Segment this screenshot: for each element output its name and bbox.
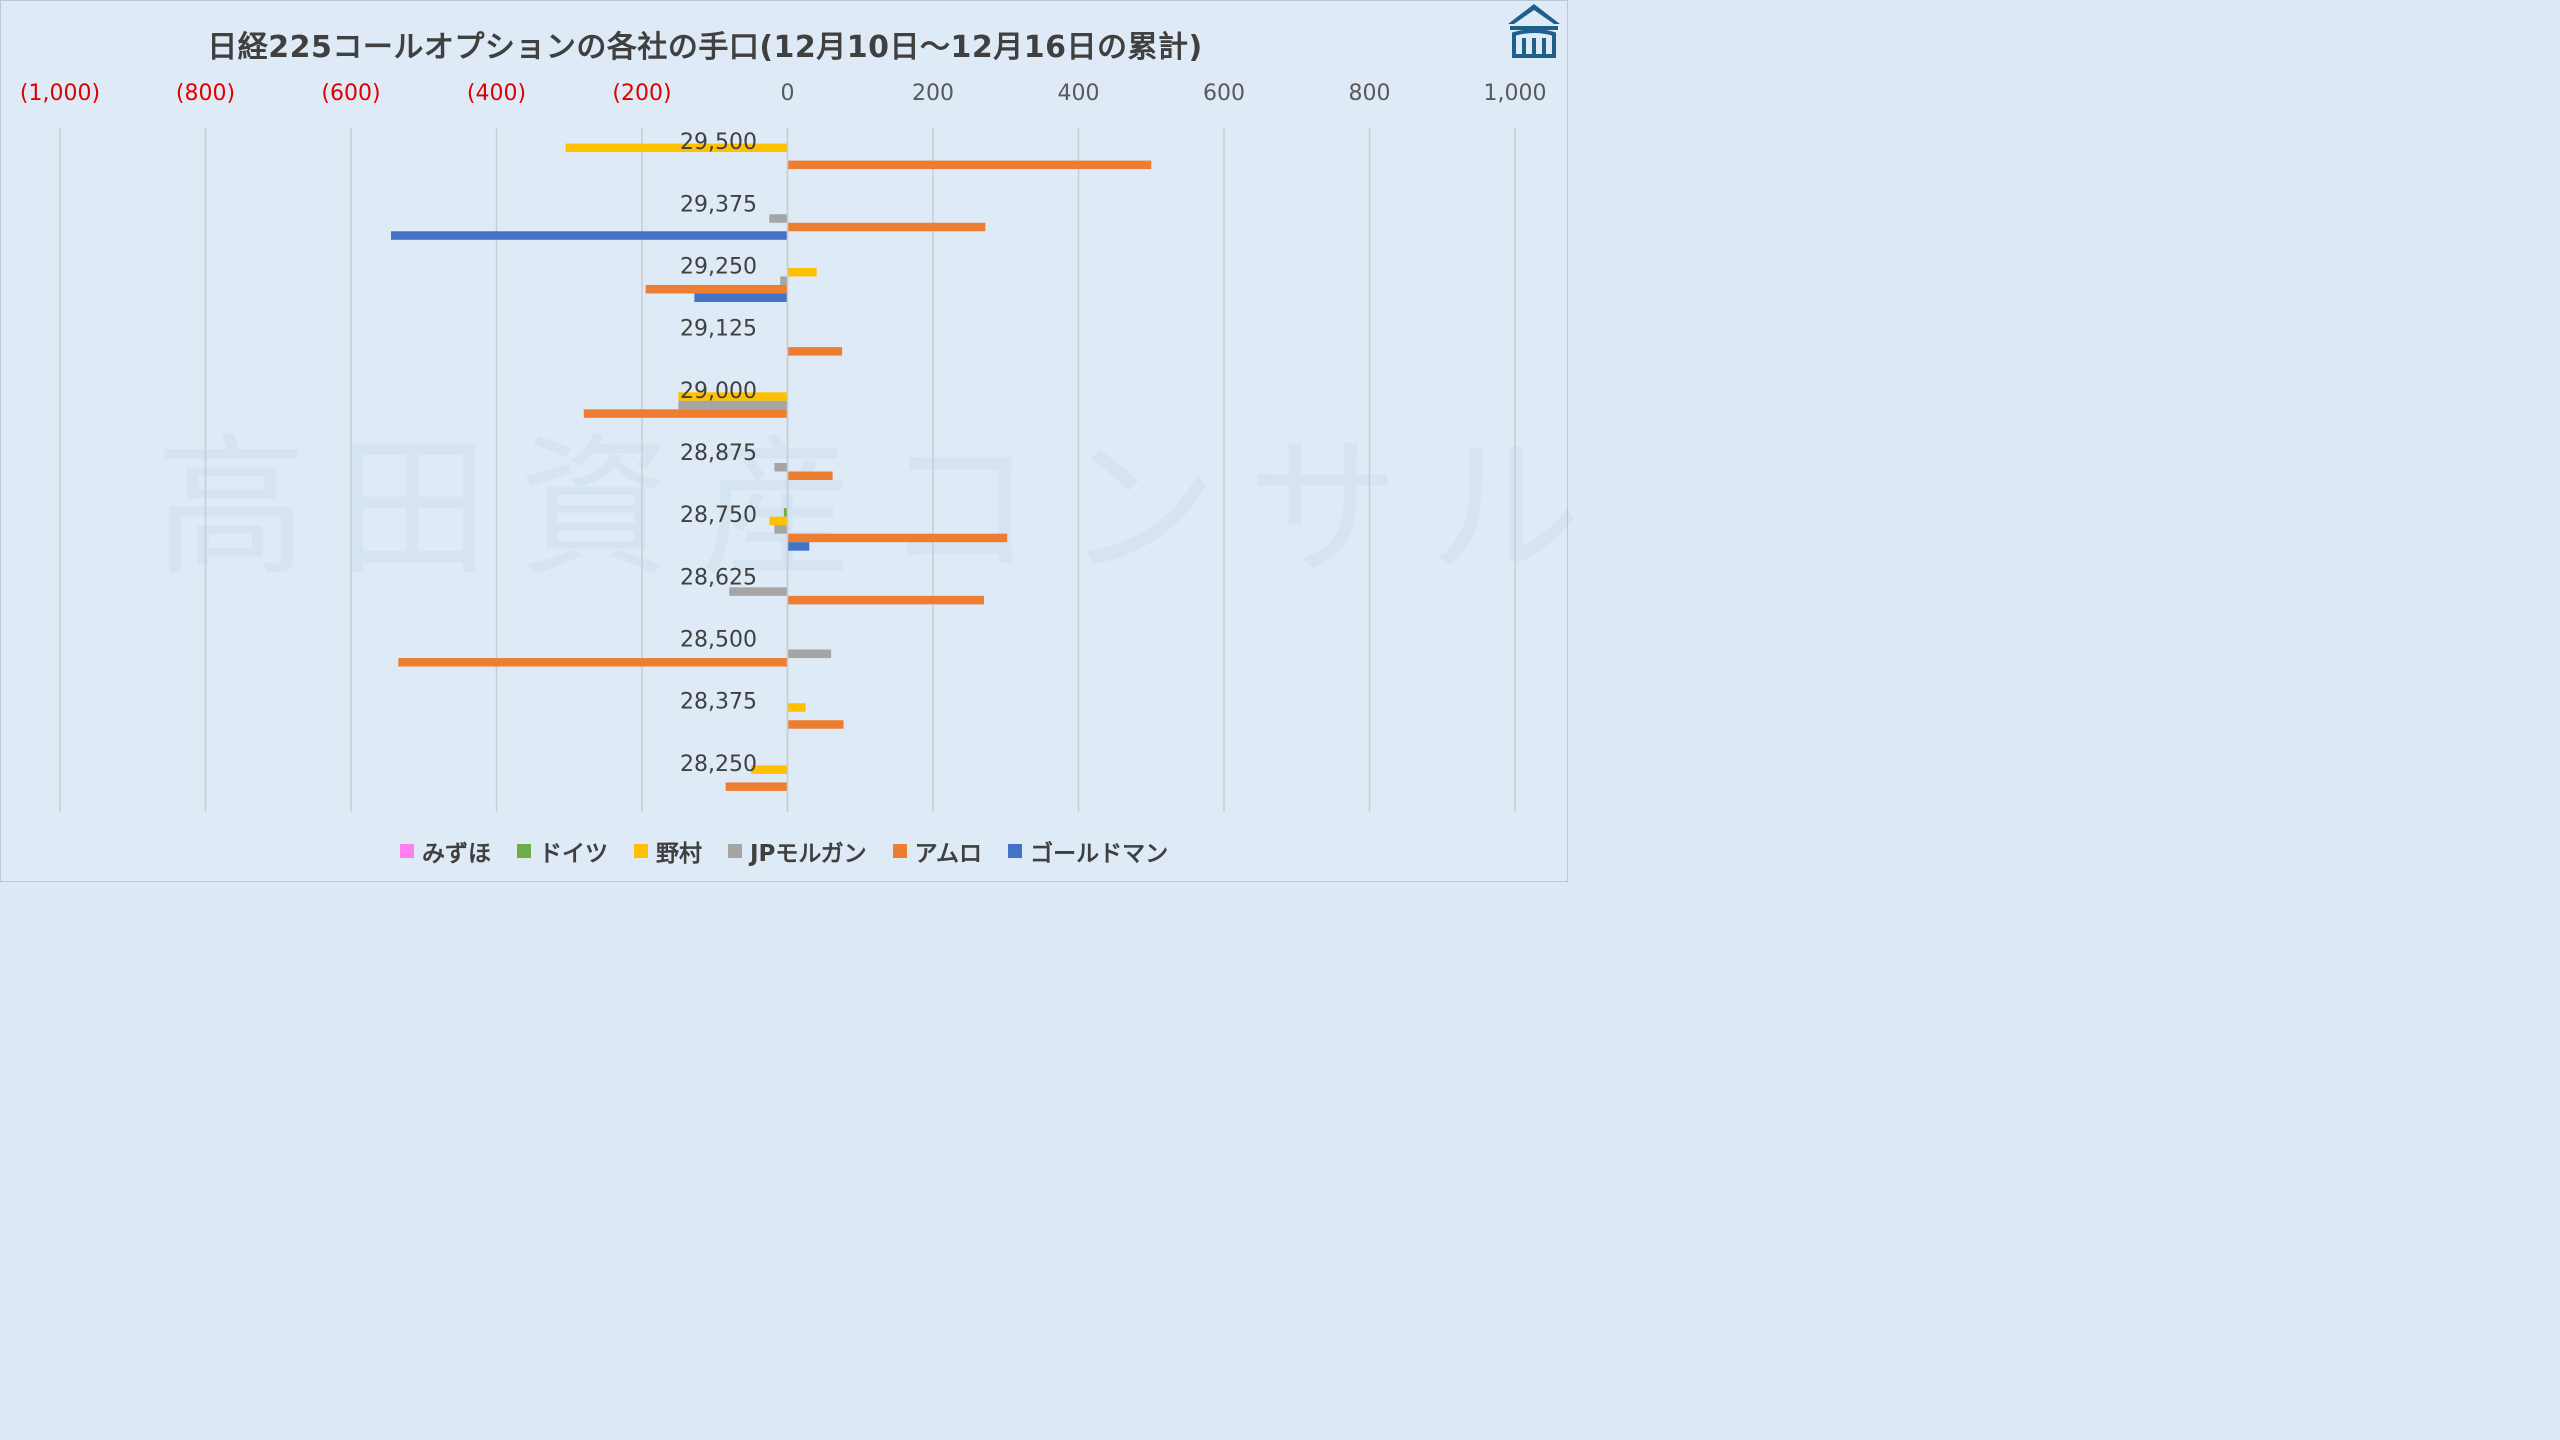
bar-アムロ [645,284,788,294]
bar-ゴールドマン [694,293,788,302]
x-tick-label: (800) [176,81,235,106]
logo-icon [1508,4,1560,58]
bar-アムロ [787,347,843,356]
x-tick-label: 800 [1349,81,1391,106]
bar-アムロ [787,595,984,605]
category-label: 29,250 [680,254,757,279]
x-tick-label: 1,000 [1484,81,1547,106]
legend-swatch [1008,844,1023,858]
legend-swatch [727,844,742,858]
category-label: 29,500 [680,130,757,155]
legend-label: ドイツ [538,841,608,867]
legend-item: ドイツ [516,834,608,868]
legend-item: JPモルガン [727,834,867,868]
x-tick-label: 600 [1203,81,1245,106]
bar-JPモルガン [780,276,788,285]
category-label: 28,875 [680,441,757,466]
legend-label: ゴールドマン [1030,841,1169,867]
category-label: 28,250 [680,752,757,777]
bar-アムロ [725,782,788,791]
bar-アムロ [787,471,833,480]
legend-label: みずほ [421,841,491,867]
bar-ゴールドマン [787,542,810,551]
legend-item: ゴールドマン [1008,834,1168,868]
bar-JPモルガン [774,525,788,534]
bar-野村 [751,765,788,774]
bar-アムロ [787,222,986,232]
category-label: 28,750 [680,503,757,528]
x-tick-label: 400 [1058,81,1100,106]
bar-野村 [678,392,788,401]
category-label: 29,375 [680,192,757,217]
category-label: 29,125 [680,317,757,342]
legend-item: 野村 [633,834,702,868]
x-tick-label: (1,000) [20,81,100,106]
bar-アムロ [787,533,1008,543]
bar-野村 [787,703,806,712]
bar-JPモルガン [769,214,788,223]
legend-label: JPモルガン [749,841,867,867]
bar-野村 [565,143,788,153]
legend-item: みずほ [399,834,491,868]
legend-label: アムロ [914,841,983,867]
legend-swatch [633,844,648,858]
bar-ゴールドマン [391,231,788,240]
bar-JPモルガン [678,400,788,410]
bar-ドイツ [783,508,788,517]
x-tick-label: 200 [912,81,954,106]
bar-アムロ [583,409,788,418]
category-label: 28,500 [680,628,757,653]
bar-JPモルガン [787,649,832,659]
category-label: 28,375 [680,690,757,715]
legend: みずほ ドイツ 野村 JPモルガン アムロ ゴールドマン [0,834,1568,868]
bar-野村 [787,267,817,277]
bar-JPモルガン [729,587,788,596]
x-tick-label: (600) [321,81,380,106]
legend-item: アムロ [892,834,983,868]
bar-アムロ [787,720,844,729]
legend-label: 野村 [655,841,702,867]
x-tick-label: (200) [612,81,671,106]
bar-chart: (1,000) (800) (600) (400) (200) 0 200 400 600 800… [20,81,1547,812]
bar-アムロ [398,658,788,667]
x-tick-label: (400) [467,81,526,106]
bar-JPモルガン [774,463,788,472]
bar-アムロ [787,160,1152,170]
category-label: 29,000 [680,379,757,404]
legend-swatch [399,844,414,858]
chart-title: 日経225コールオプションの各社の手口(12月10日～12月16日の累計) [207,30,1203,65]
legend-swatch [516,844,531,858]
bar-野村 [769,516,788,526]
category-label: 28,625 [680,565,757,590]
x-tick-label: 0 [781,81,795,106]
legend-swatch [892,844,907,858]
